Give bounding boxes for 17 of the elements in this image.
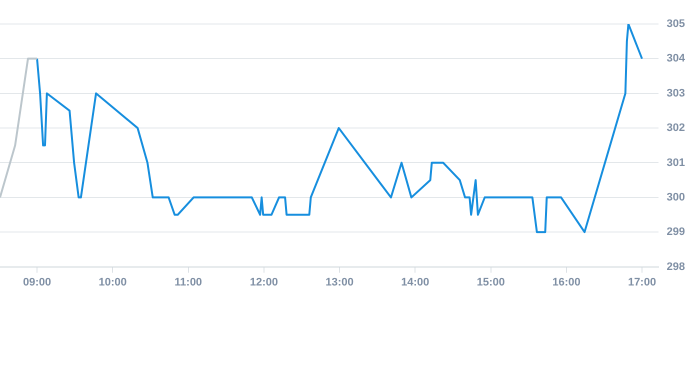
x-tick-label: 15:00: [476, 276, 505, 288]
x-tick-label: 09:00: [22, 276, 52, 288]
y-tick-label: 301: [666, 156, 686, 169]
x-tick-label: 13:00: [325, 276, 354, 288]
y-tick-label: 304: [666, 52, 686, 65]
y-tick-label: 299: [666, 226, 686, 238]
y-tick-label: 298: [666, 260, 686, 273]
x-tick-label: 11:00: [174, 276, 202, 288]
x-tick-label: 10:00: [98, 276, 127, 288]
x-tick-label: 17:00: [628, 276, 656, 288]
y-tick-label: 302: [666, 122, 686, 134]
y-tick-label: 303: [666, 87, 686, 100]
y-tick-label: 300: [666, 191, 686, 204]
x-tick-label: 12:00: [250, 276, 278, 288]
x-tick-label: 14:00: [401, 276, 430, 288]
y-tick-label: 305: [666, 18, 686, 30]
x-tick-label: 16:00: [552, 276, 580, 288]
